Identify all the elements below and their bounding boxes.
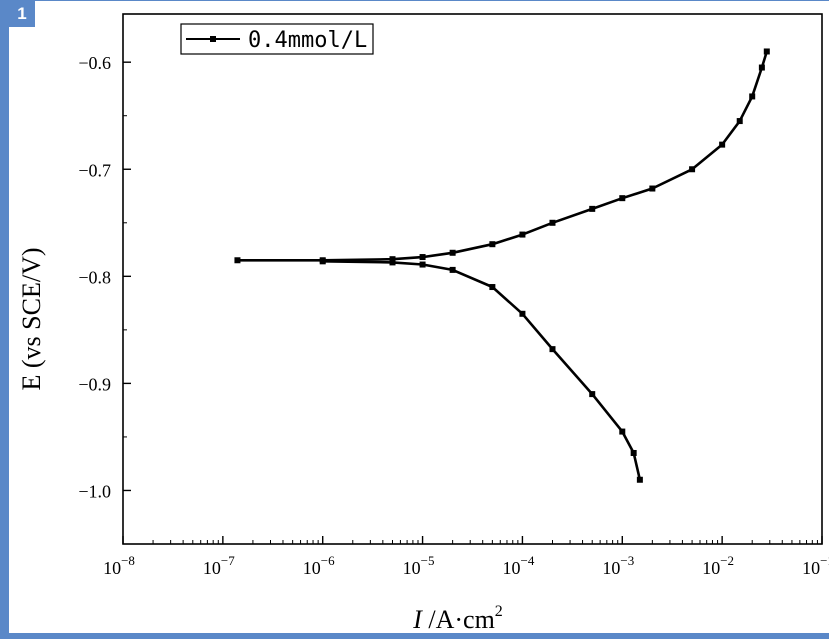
data-point-marker [519, 310, 526, 317]
x-tick-label: 10−7 [203, 553, 235, 578]
data-point-marker [689, 166, 696, 173]
x-tick-label-base: 10 [503, 558, 521, 578]
y-tick-label: −0.9 [78, 374, 111, 394]
cathodic-branch-line [322, 260, 642, 481]
data-point-marker [234, 257, 241, 264]
y-axis-tick-labels: −1.0 −0.9 −0.8 −0.7 −0.6 [78, 53, 111, 501]
x-tick-label-exponent: −3 [620, 553, 634, 568]
data-point-marker [389, 259, 396, 266]
x-tick-label: 10−4 [503, 553, 535, 578]
data-point-marker [589, 391, 596, 398]
data-point-marker [649, 185, 656, 192]
x-axis-title: I /A·cm2 [412, 603, 503, 634]
data-point-marker [389, 256, 396, 263]
x-axis-title-text: /A·cm [422, 605, 495, 634]
data-point-marker [449, 266, 456, 273]
x-tick-label-exponent: −2 [720, 553, 734, 568]
data-point-marker [319, 258, 326, 265]
y-axis-ticks [123, 61, 131, 492]
y-tick-label: −0.6 [78, 53, 111, 73]
data-point-marker [758, 64, 765, 71]
data-point-marker [489, 284, 496, 291]
x-tick-label-base: 10 [403, 558, 421, 578]
x-tick-label-exponent: −6 [321, 553, 335, 568]
data-point-marker [549, 346, 556, 353]
data-point-marker [449, 249, 456, 256]
x-tick-label: 10−6 [303, 553, 335, 578]
data-point-marker [589, 205, 596, 212]
data-point-marker [519, 231, 526, 238]
x-tick-label-base: 10 [602, 558, 620, 578]
x-axis-title-sup: 2 [495, 603, 503, 620]
x-tick-label: 10−2 [702, 553, 734, 578]
y-axis-title: E (vs SCE/V) [17, 248, 46, 391]
x-tick-label: 10−3 [602, 553, 634, 578]
data-point-marker [619, 195, 626, 202]
plot-area [122, 13, 823, 545]
x-tick-label: 10−8 [103, 553, 135, 578]
x-axis-title-italic: I [412, 605, 423, 634]
data-point-marker [419, 254, 426, 261]
data-point-marker [749, 93, 756, 100]
x-tick-label-base: 10 [702, 558, 720, 578]
data-point-marker [763, 48, 770, 55]
x-tick-label-base: 10 [203, 558, 221, 578]
data-point-marker [630, 449, 637, 456]
x-tick-label-exponent: −4 [521, 553, 535, 568]
x-tick-label-exponent: −1 [820, 553, 829, 568]
data-point-marker [636, 476, 643, 483]
x-tick-label-base: 10 [303, 558, 321, 578]
series-layer [234, 48, 770, 483]
data-point-marker [549, 219, 556, 226]
anodic-branch-line [237, 51, 769, 262]
y-tick-label: −1.0 [78, 481, 111, 501]
x-tick-label-exponent: −8 [121, 553, 135, 568]
x-tick-label-exponent: −5 [421, 553, 435, 568]
x-tick-label: 10−5 [403, 553, 435, 578]
y-tick-label: −0.8 [78, 267, 111, 287]
x-tick-label-base: 10 [103, 558, 121, 578]
legend-label: 0.4mmol/L [248, 28, 367, 53]
data-point-marker [619, 428, 626, 435]
panel-number-badge: 1 [9, 1, 35, 27]
data-point-marker [419, 261, 426, 268]
legend-marker-sample [210, 36, 216, 42]
legend: 0.4mmol/L [180, 23, 374, 55]
x-axis-ticks [122, 536, 823, 544]
data-point-marker [719, 141, 726, 148]
data-point-marker [489, 241, 496, 248]
data-point-marker [736, 118, 743, 125]
x-tick-label: 10−1 [802, 553, 829, 578]
y-tick-label: −0.7 [78, 160, 111, 180]
x-axis-tick-labels: 10−810−710−610−510−410−310−210−1 [103, 553, 829, 578]
x-tick-label-base: 10 [802, 558, 820, 578]
x-tick-label-exponent: −7 [221, 553, 235, 568]
